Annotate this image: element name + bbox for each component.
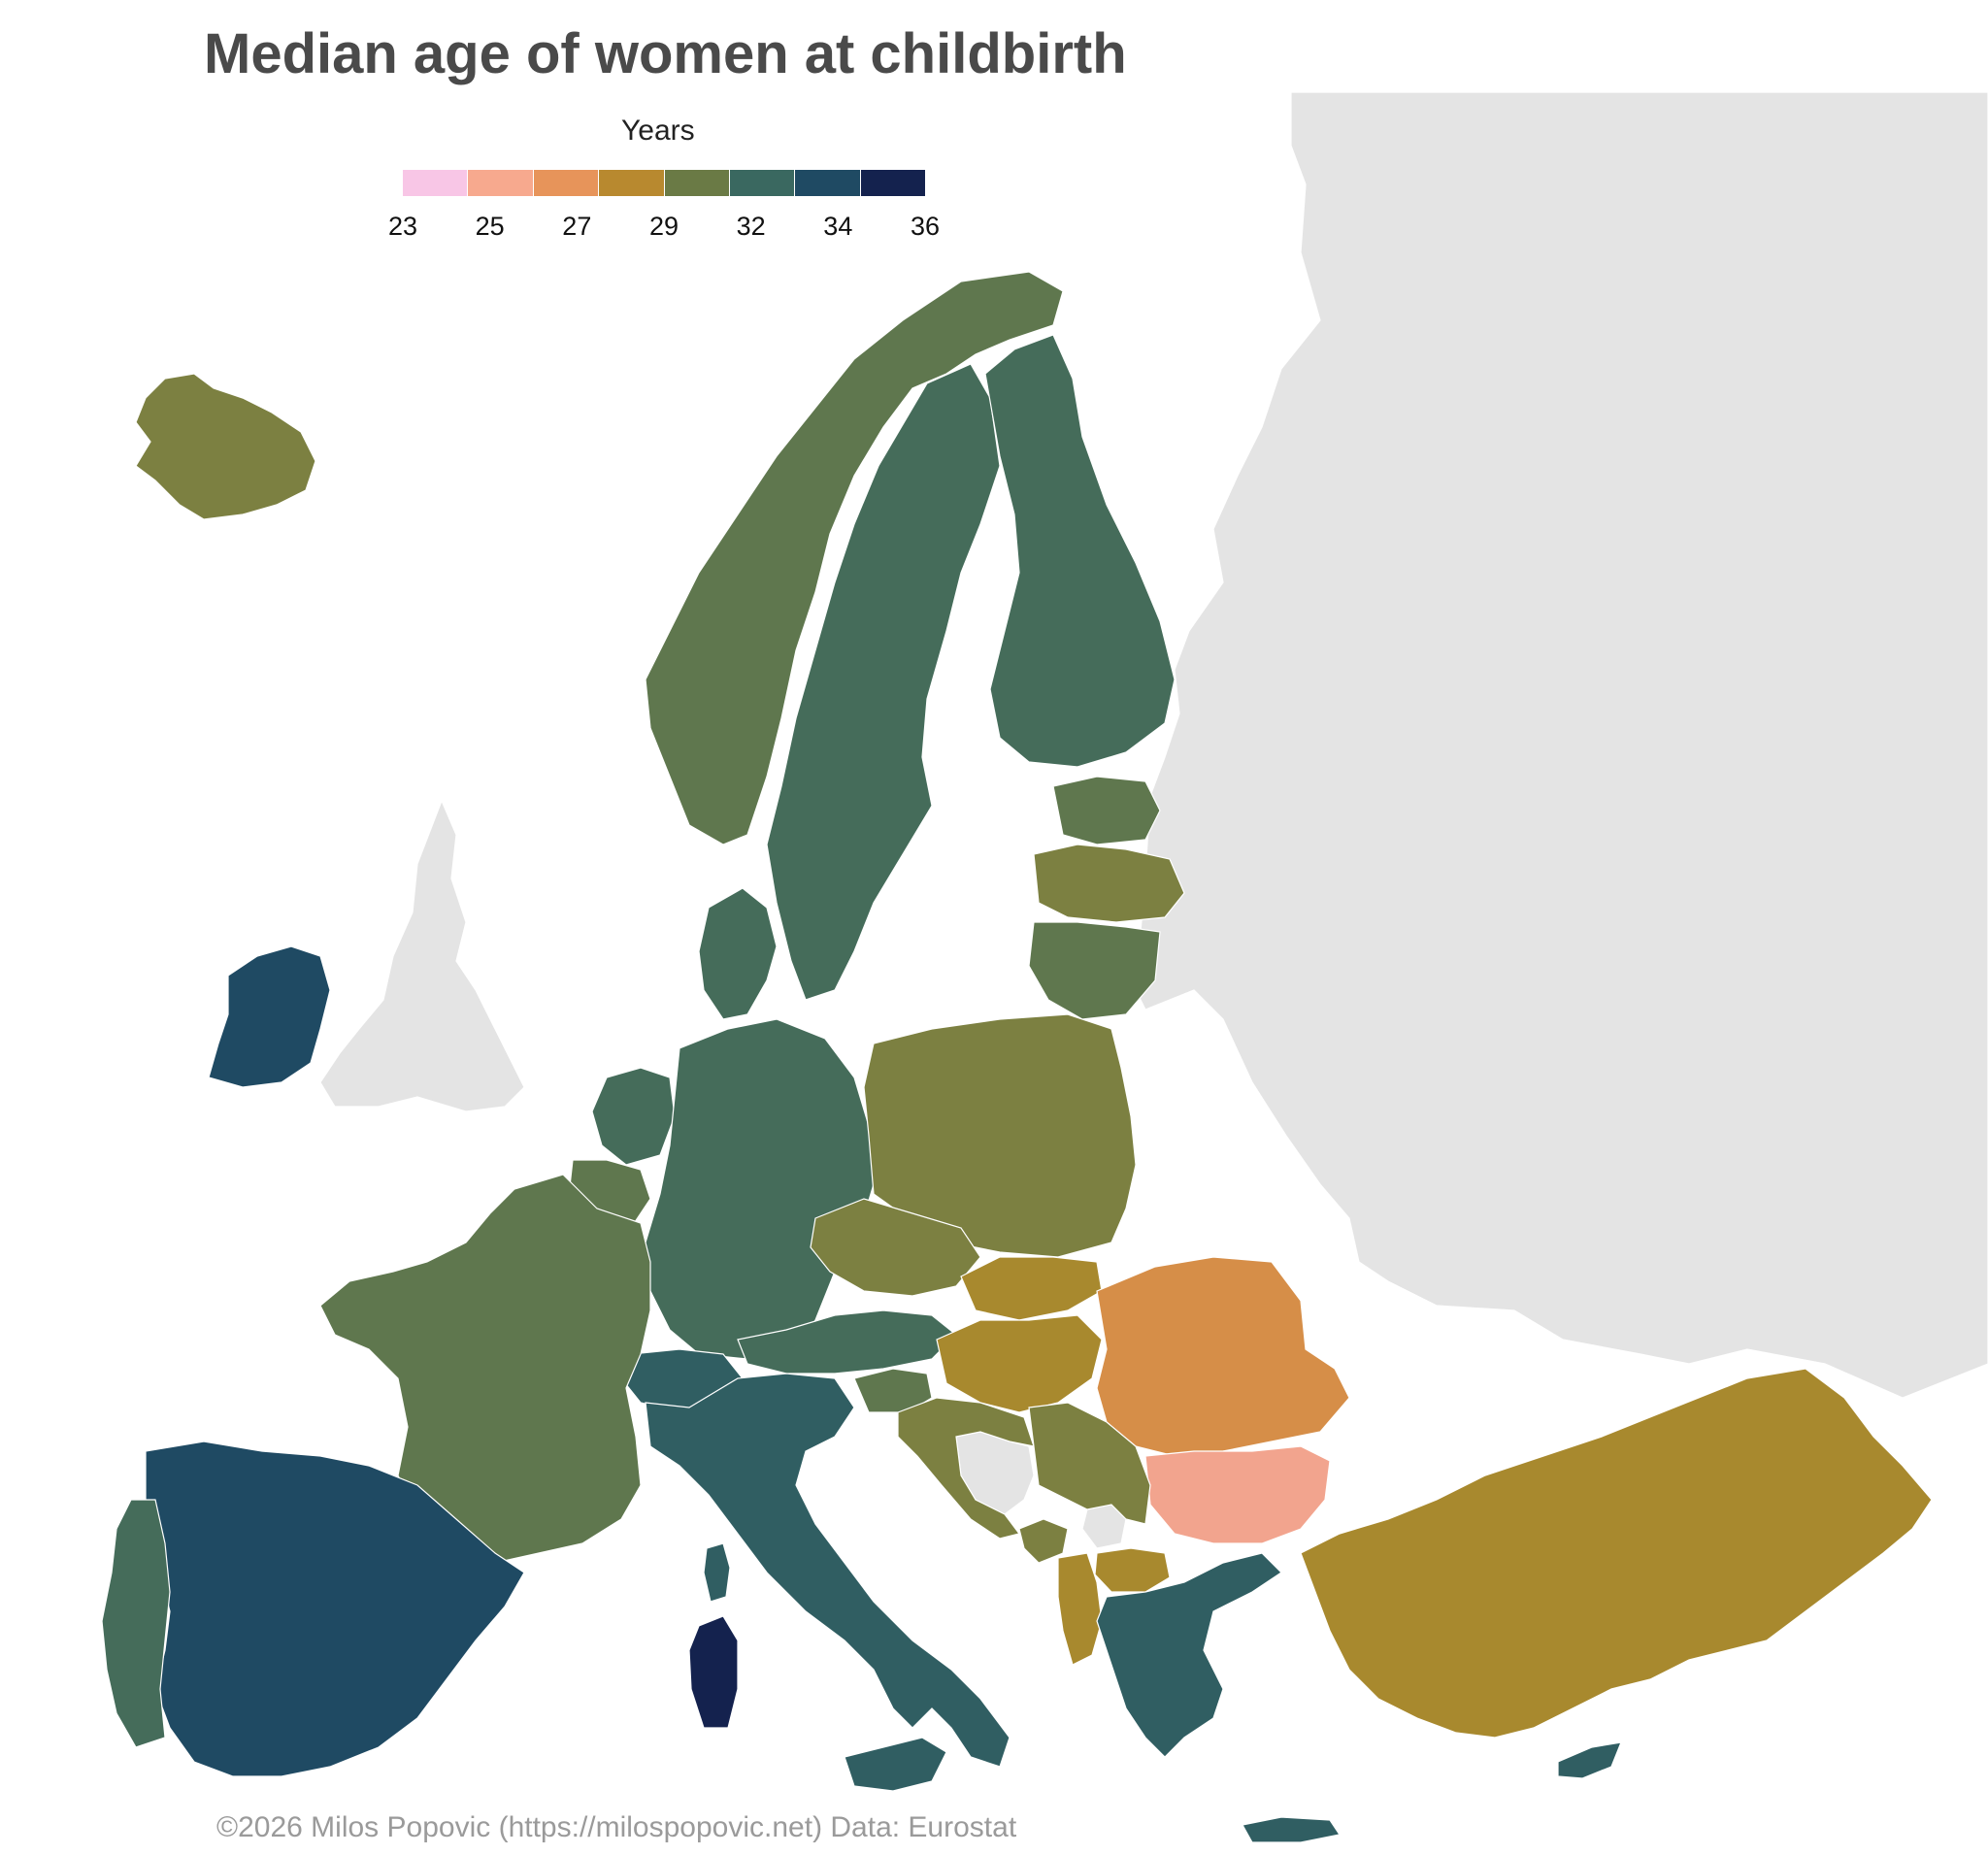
legend-tick-label: 29 bbox=[648, 212, 679, 241]
legend-swatch-2 bbox=[533, 170, 600, 196]
region-hungary bbox=[936, 1314, 1103, 1413]
legend-tick-label: 27 bbox=[562, 212, 592, 241]
legend-swatch-0 bbox=[403, 170, 469, 196]
legend-title: Years bbox=[621, 115, 695, 147]
legend-swatch-3 bbox=[599, 170, 665, 196]
legend-tick-label: 34 bbox=[823, 212, 853, 241]
legend-swatch-7 bbox=[860, 170, 925, 196]
region-bulgaria bbox=[1144, 1445, 1331, 1544]
region-montenegro bbox=[1018, 1518, 1069, 1564]
region-turkey bbox=[1300, 1368, 1933, 1739]
region-corsica bbox=[703, 1542, 731, 1603]
region-slovakia bbox=[960, 1256, 1103, 1321]
region-albania bbox=[1057, 1552, 1103, 1666]
region-romania bbox=[1096, 1256, 1350, 1457]
region-ireland bbox=[208, 945, 331, 1088]
map-title: Median age of women at childbirth bbox=[204, 22, 1127, 85]
region-crete bbox=[1242, 1816, 1341, 1843]
legend-tick-label: 25 bbox=[475, 212, 505, 241]
region-poland bbox=[863, 1013, 1137, 1258]
legend-tick-label: 32 bbox=[736, 212, 766, 241]
region-cyprus bbox=[1557, 1741, 1622, 1779]
region-north-macedonia bbox=[1094, 1547, 1171, 1593]
region-lithuania bbox=[1028, 921, 1161, 1020]
region-eastern-europe bbox=[1125, 91, 1988, 1399]
region-united-kingdom bbox=[319, 799, 525, 1112]
region-greece bbox=[1096, 1552, 1282, 1758]
region-estonia bbox=[1052, 776, 1161, 845]
region-croatia bbox=[897, 1397, 1035, 1540]
region-germany bbox=[645, 1018, 875, 1360]
region-denmark bbox=[698, 887, 778, 1020]
region-sardinia bbox=[688, 1615, 739, 1729]
region-finland bbox=[984, 334, 1176, 768]
region-spain bbox=[145, 1441, 525, 1777]
legend-tick-label: 23 bbox=[387, 212, 418, 241]
region-norway bbox=[645, 271, 1064, 845]
legend-swatch-1 bbox=[468, 170, 534, 196]
legend-color-bar bbox=[403, 170, 925, 196]
data-credit: ©2026 Milos Popovic (https://milospopovi… bbox=[216, 1811, 1017, 1843]
region-portugal bbox=[101, 1499, 171, 1748]
region-sweden bbox=[766, 363, 1001, 1001]
legend-swatch-4 bbox=[664, 170, 730, 196]
region-latvia bbox=[1033, 844, 1185, 923]
region-italy bbox=[645, 1373, 1011, 1768]
region-iceland bbox=[135, 373, 316, 520]
region-sicily bbox=[844, 1737, 947, 1792]
legend-swatch-6 bbox=[795, 170, 861, 196]
legend-tick-label: 36 bbox=[910, 212, 941, 241]
region-serbia bbox=[1028, 1402, 1151, 1525]
region-slovenia bbox=[853, 1368, 933, 1413]
region-netherlands bbox=[591, 1067, 676, 1166]
region-czechia bbox=[810, 1198, 981, 1297]
legend-swatch-5 bbox=[729, 170, 796, 196]
